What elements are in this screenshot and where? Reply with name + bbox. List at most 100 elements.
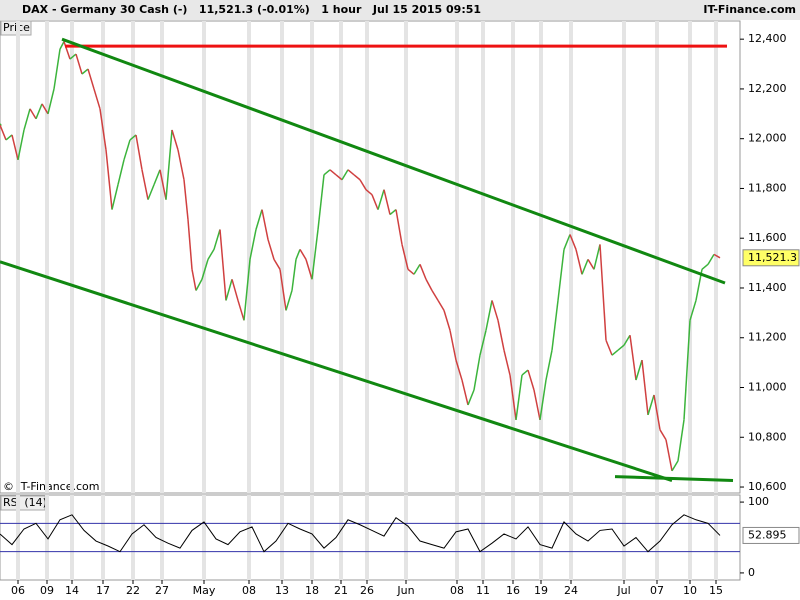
price-segment <box>599 244 607 341</box>
price-segment <box>431 290 439 301</box>
x-tick-label: 09 <box>40 584 54 597</box>
x-tick-label: 14 <box>65 584 79 597</box>
x-tick-label: 18 <box>305 584 319 597</box>
price-segment <box>539 379 547 420</box>
price-segment <box>617 344 625 351</box>
price-segment <box>279 269 287 311</box>
price-segment <box>527 369 535 391</box>
price-segment <box>371 194 379 210</box>
price-segment <box>105 149 113 210</box>
price-segment <box>407 268 415 275</box>
price-segment <box>153 169 161 185</box>
price-segment <box>311 229 319 280</box>
x-tick-label: 13 <box>275 584 289 597</box>
price-segment <box>273 258 281 270</box>
price-segment <box>653 394 661 430</box>
y-tick-label: 11,000 <box>748 381 787 394</box>
x-tick-label: 27 <box>155 584 169 597</box>
price-segment <box>147 184 155 200</box>
x-tick-label: 26 <box>360 584 374 597</box>
price-segment <box>479 330 487 356</box>
last-value-box <box>742 526 800 544</box>
price-segment <box>647 394 655 416</box>
price-segment <box>187 219 193 270</box>
price-segment <box>219 229 227 301</box>
price-segment <box>231 279 239 301</box>
price-segment <box>389 209 397 216</box>
price-segment <box>485 300 493 331</box>
price-segment <box>551 300 559 351</box>
price-segment <box>135 134 143 170</box>
price-segment <box>419 264 427 280</box>
price-segment <box>563 234 571 250</box>
price-segment <box>111 184 119 210</box>
price-segment <box>53 49 61 90</box>
x-tick-label: 19 <box>534 584 548 597</box>
x-tick-label: 24 <box>564 584 578 597</box>
price-segment <box>243 259 251 321</box>
price-segment <box>225 279 233 301</box>
price-segment <box>605 339 613 356</box>
header-bar <box>0 0 800 20</box>
y-tick-label: 12,000 <box>748 132 787 145</box>
price-segment <box>365 189 373 196</box>
price-segment <box>569 234 577 250</box>
price-segment <box>285 290 293 311</box>
price-segment <box>23 108 31 131</box>
x-tick-label: 08 <box>242 584 256 597</box>
price-segment <box>159 169 167 200</box>
price-segment <box>557 249 565 301</box>
price-segment <box>413 263 421 275</box>
price-segment <box>93 88 101 110</box>
price-segment <box>701 263 709 270</box>
trend-line <box>614 475 734 483</box>
rsi-frame <box>0 494 741 581</box>
price-segment <box>249 229 257 260</box>
x-tick-label: 22 <box>126 584 140 597</box>
y-tick-label: 11,200 <box>748 331 787 344</box>
x-tick-label: Jul <box>616 584 630 597</box>
price-segment <box>491 300 499 321</box>
x-tick-label: 06 <box>11 584 25 597</box>
header-source: IT-Finance.com <box>703 3 796 16</box>
price-segment <box>707 254 715 265</box>
price-segment <box>443 310 451 331</box>
price-segment <box>201 259 209 280</box>
price-segment <box>165 129 173 200</box>
price-segment <box>611 349 619 356</box>
watermark: © IT-Finance.com <box>3 480 100 493</box>
price-segment <box>47 88 55 114</box>
price-segment <box>683 320 691 420</box>
price-segment <box>665 439 673 471</box>
price-segment <box>677 419 685 462</box>
price-segment <box>461 379 469 406</box>
price-segment <box>455 359 463 381</box>
price-segment <box>503 350 511 376</box>
price-segment <box>0 124 7 141</box>
price-segment <box>35 103 43 120</box>
price-segment <box>11 134 19 161</box>
price-frame <box>0 20 741 494</box>
price-segment <box>545 350 553 381</box>
price-segment <box>183 179 189 220</box>
price-segment <box>335 174 343 181</box>
y-tick-label: 12,400 <box>748 32 787 45</box>
price-segment <box>261 209 269 240</box>
last-value-box <box>742 249 800 267</box>
rsi-line <box>0 514 721 553</box>
rsi-title: RSI (14) <box>3 496 47 509</box>
last-value-label: 11,521.3 <box>748 251 797 264</box>
price-segment <box>291 259 297 291</box>
price-segment <box>81 68 89 75</box>
price-segment <box>323 169 331 176</box>
y-tick-label: 11,800 <box>748 181 787 194</box>
price-segment <box>329 169 337 176</box>
price-segment <box>401 244 409 270</box>
price-segment <box>123 139 131 161</box>
price-segment <box>635 359 643 381</box>
price-segment <box>497 320 505 351</box>
price-segment <box>17 129 25 160</box>
x-tick-label: 17 <box>96 584 110 597</box>
price-segment <box>467 389 475 406</box>
